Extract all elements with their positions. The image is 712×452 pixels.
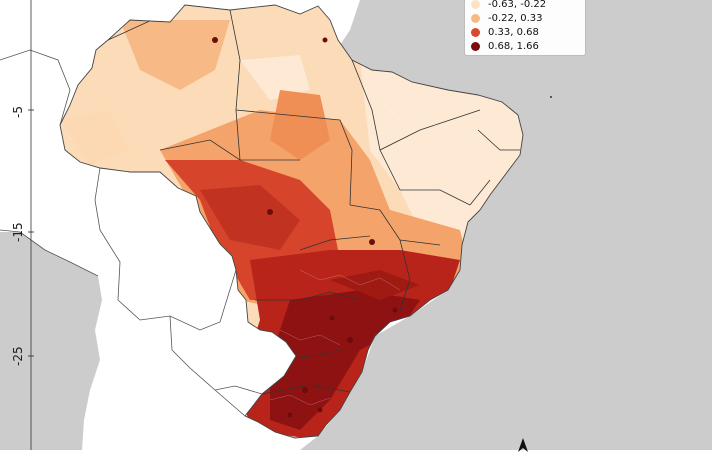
legend-swatch-icon xyxy=(471,13,480,23)
legend-label: 0.33, 0.68 xyxy=(488,26,539,38)
legend-item: -0.22, 0.33 xyxy=(471,11,579,25)
lat-label-5: -5 xyxy=(11,106,25,118)
pacific-ocean xyxy=(0,232,102,450)
legend-label: -0.22, 0.33 xyxy=(488,12,543,24)
island-marker xyxy=(550,96,552,98)
north-arrow-icon xyxy=(518,438,528,452)
lat-axis xyxy=(28,0,34,450)
lat-label-25: -25 xyxy=(11,346,25,366)
legend-item: -0.63, -0.22 xyxy=(471,0,579,11)
legend-label: 0.68, 1.66 xyxy=(488,40,539,52)
legend-swatch-icon xyxy=(471,0,480,9)
legend-item: 0.68, 1.66 xyxy=(471,39,579,53)
legend-swatch-icon xyxy=(471,41,480,51)
legend-label: -0.63, -0.22 xyxy=(488,0,547,10)
lat-label-15: -15 xyxy=(11,222,25,242)
municipality-clusters xyxy=(212,37,398,418)
legend-item: 0.33, 0.68 xyxy=(471,25,579,39)
legend: -0.63, -0.22 -0.22, 0.33 0.33, 0.68 0.68… xyxy=(464,0,586,56)
legend-swatch-icon xyxy=(471,27,480,37)
